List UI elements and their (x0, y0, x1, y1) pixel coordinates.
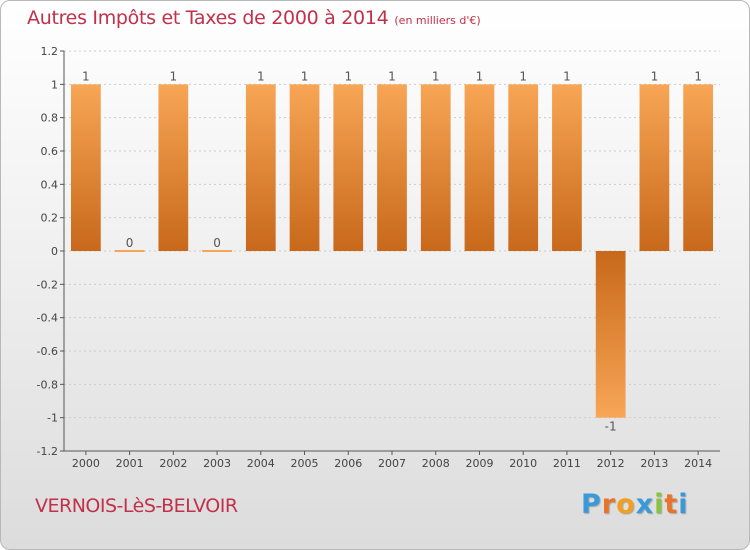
y-tick-label: -0.8 (37, 378, 58, 391)
data-label: 1 (519, 69, 527, 83)
data-label: 1 (694, 69, 702, 83)
bar-2000 (70, 84, 101, 251)
bar-2004 (245, 84, 276, 251)
data-label: 1 (651, 69, 659, 83)
data-label: 1 (344, 69, 352, 83)
data-label: 1 (170, 69, 178, 83)
x-tick-label: 2012 (597, 457, 625, 470)
logo-letter: o (616, 489, 636, 520)
commune-name: VERNOIS-LèS-BELVOIR (35, 495, 238, 517)
y-tick-label: -1.2 (37, 445, 58, 458)
bar-2010 (508, 84, 539, 251)
data-label: 1 (476, 69, 484, 83)
y-tick-labels: 1.2 1 0.8 0.6 0.4 0.2 0 -0.2 -0.4 -0.6 -0.8 -1 -1.2 (37, 45, 58, 458)
axes (60, 50, 720, 455)
bars (70, 84, 714, 418)
bar-2007 (377, 84, 407, 251)
x-tick-label: 2013 (640, 457, 668, 470)
bar-2003 (202, 250, 232, 252)
bar-2008 (420, 84, 451, 251)
data-label: 1 (388, 69, 396, 83)
y-tick-label: 0.4 (41, 178, 59, 191)
data-label: 0 (213, 236, 221, 250)
bar-2002 (158, 84, 189, 251)
bar-2012 (595, 251, 626, 418)
y-tick-label: 1 (51, 78, 58, 91)
x-tick-label: 2002 (159, 457, 187, 470)
data-labels: 1 0 1 0 1 1 1 1 1 1 1 1 -1 1 1 (82, 69, 702, 433)
x-tick-label: 2000 (72, 457, 100, 470)
data-label: 1 (257, 69, 265, 83)
y-tick-label: 1.2 (41, 45, 59, 58)
x-tick-label: 2001 (116, 457, 144, 470)
proxiti-logo: Proxiti (581, 489, 689, 520)
bar-2011 (552, 84, 582, 251)
x-tick-label: 2011 (553, 457, 581, 470)
logo-letter: P (581, 489, 602, 520)
logo-letter: i (654, 489, 665, 520)
bar-2009 (464, 84, 495, 251)
x-tick-label: 2014 (684, 457, 712, 470)
chart-title: Autres Impôts et Taxes de 2000 à 2014 (en… (27, 7, 481, 29)
data-label: 0 (126, 236, 134, 250)
logo-letter: i (678, 489, 689, 520)
y-tick-label: 0 (51, 245, 58, 258)
x-tick-label: 2005 (291, 457, 319, 470)
logo-letter: r (601, 489, 617, 520)
data-label: 1 (563, 69, 571, 83)
x-tick-label: 2006 (334, 457, 362, 470)
data-label: 1 (82, 69, 90, 83)
logo-letter: t (664, 489, 679, 520)
bar-2005 (289, 84, 320, 251)
chart-subtitle: (en milliers d'€) (394, 14, 481, 27)
bar-2013 (639, 84, 670, 251)
chart-title-text: Autres Impôts et Taxes de 2000 à 2014 (27, 7, 389, 29)
data-label: 1 (432, 69, 440, 83)
y-tick-label: -1 (47, 412, 58, 425)
logo-letter: x (635, 489, 655, 520)
y-tick-label: 0.6 (41, 145, 59, 158)
x-tick-label: 2004 (247, 457, 275, 470)
y-tick-label: 0.8 (41, 112, 59, 125)
y-tick-label: 0.2 (41, 212, 59, 225)
y-tick-label: -0.2 (37, 278, 58, 291)
x-tick-label: 2010 (509, 457, 537, 470)
bar-2001 (114, 250, 145, 252)
y-tick-label: -0.6 (37, 345, 58, 358)
bar-2014 (683, 84, 714, 251)
x-tick-labels: 2000 2001 2002 2003 2004 2005 2006 2007 2008 2009… (72, 457, 712, 470)
data-label: 1 (301, 69, 309, 83)
x-tick-label: 2003 (203, 457, 231, 470)
x-tick-label: 2009 (465, 457, 493, 470)
x-tick-label: 2008 (422, 457, 450, 470)
y-tick-label: -0.4 (37, 312, 58, 325)
x-tick-label: 2007 (378, 457, 406, 470)
bar-2006 (333, 84, 364, 251)
data-label: -1 (605, 420, 617, 434)
